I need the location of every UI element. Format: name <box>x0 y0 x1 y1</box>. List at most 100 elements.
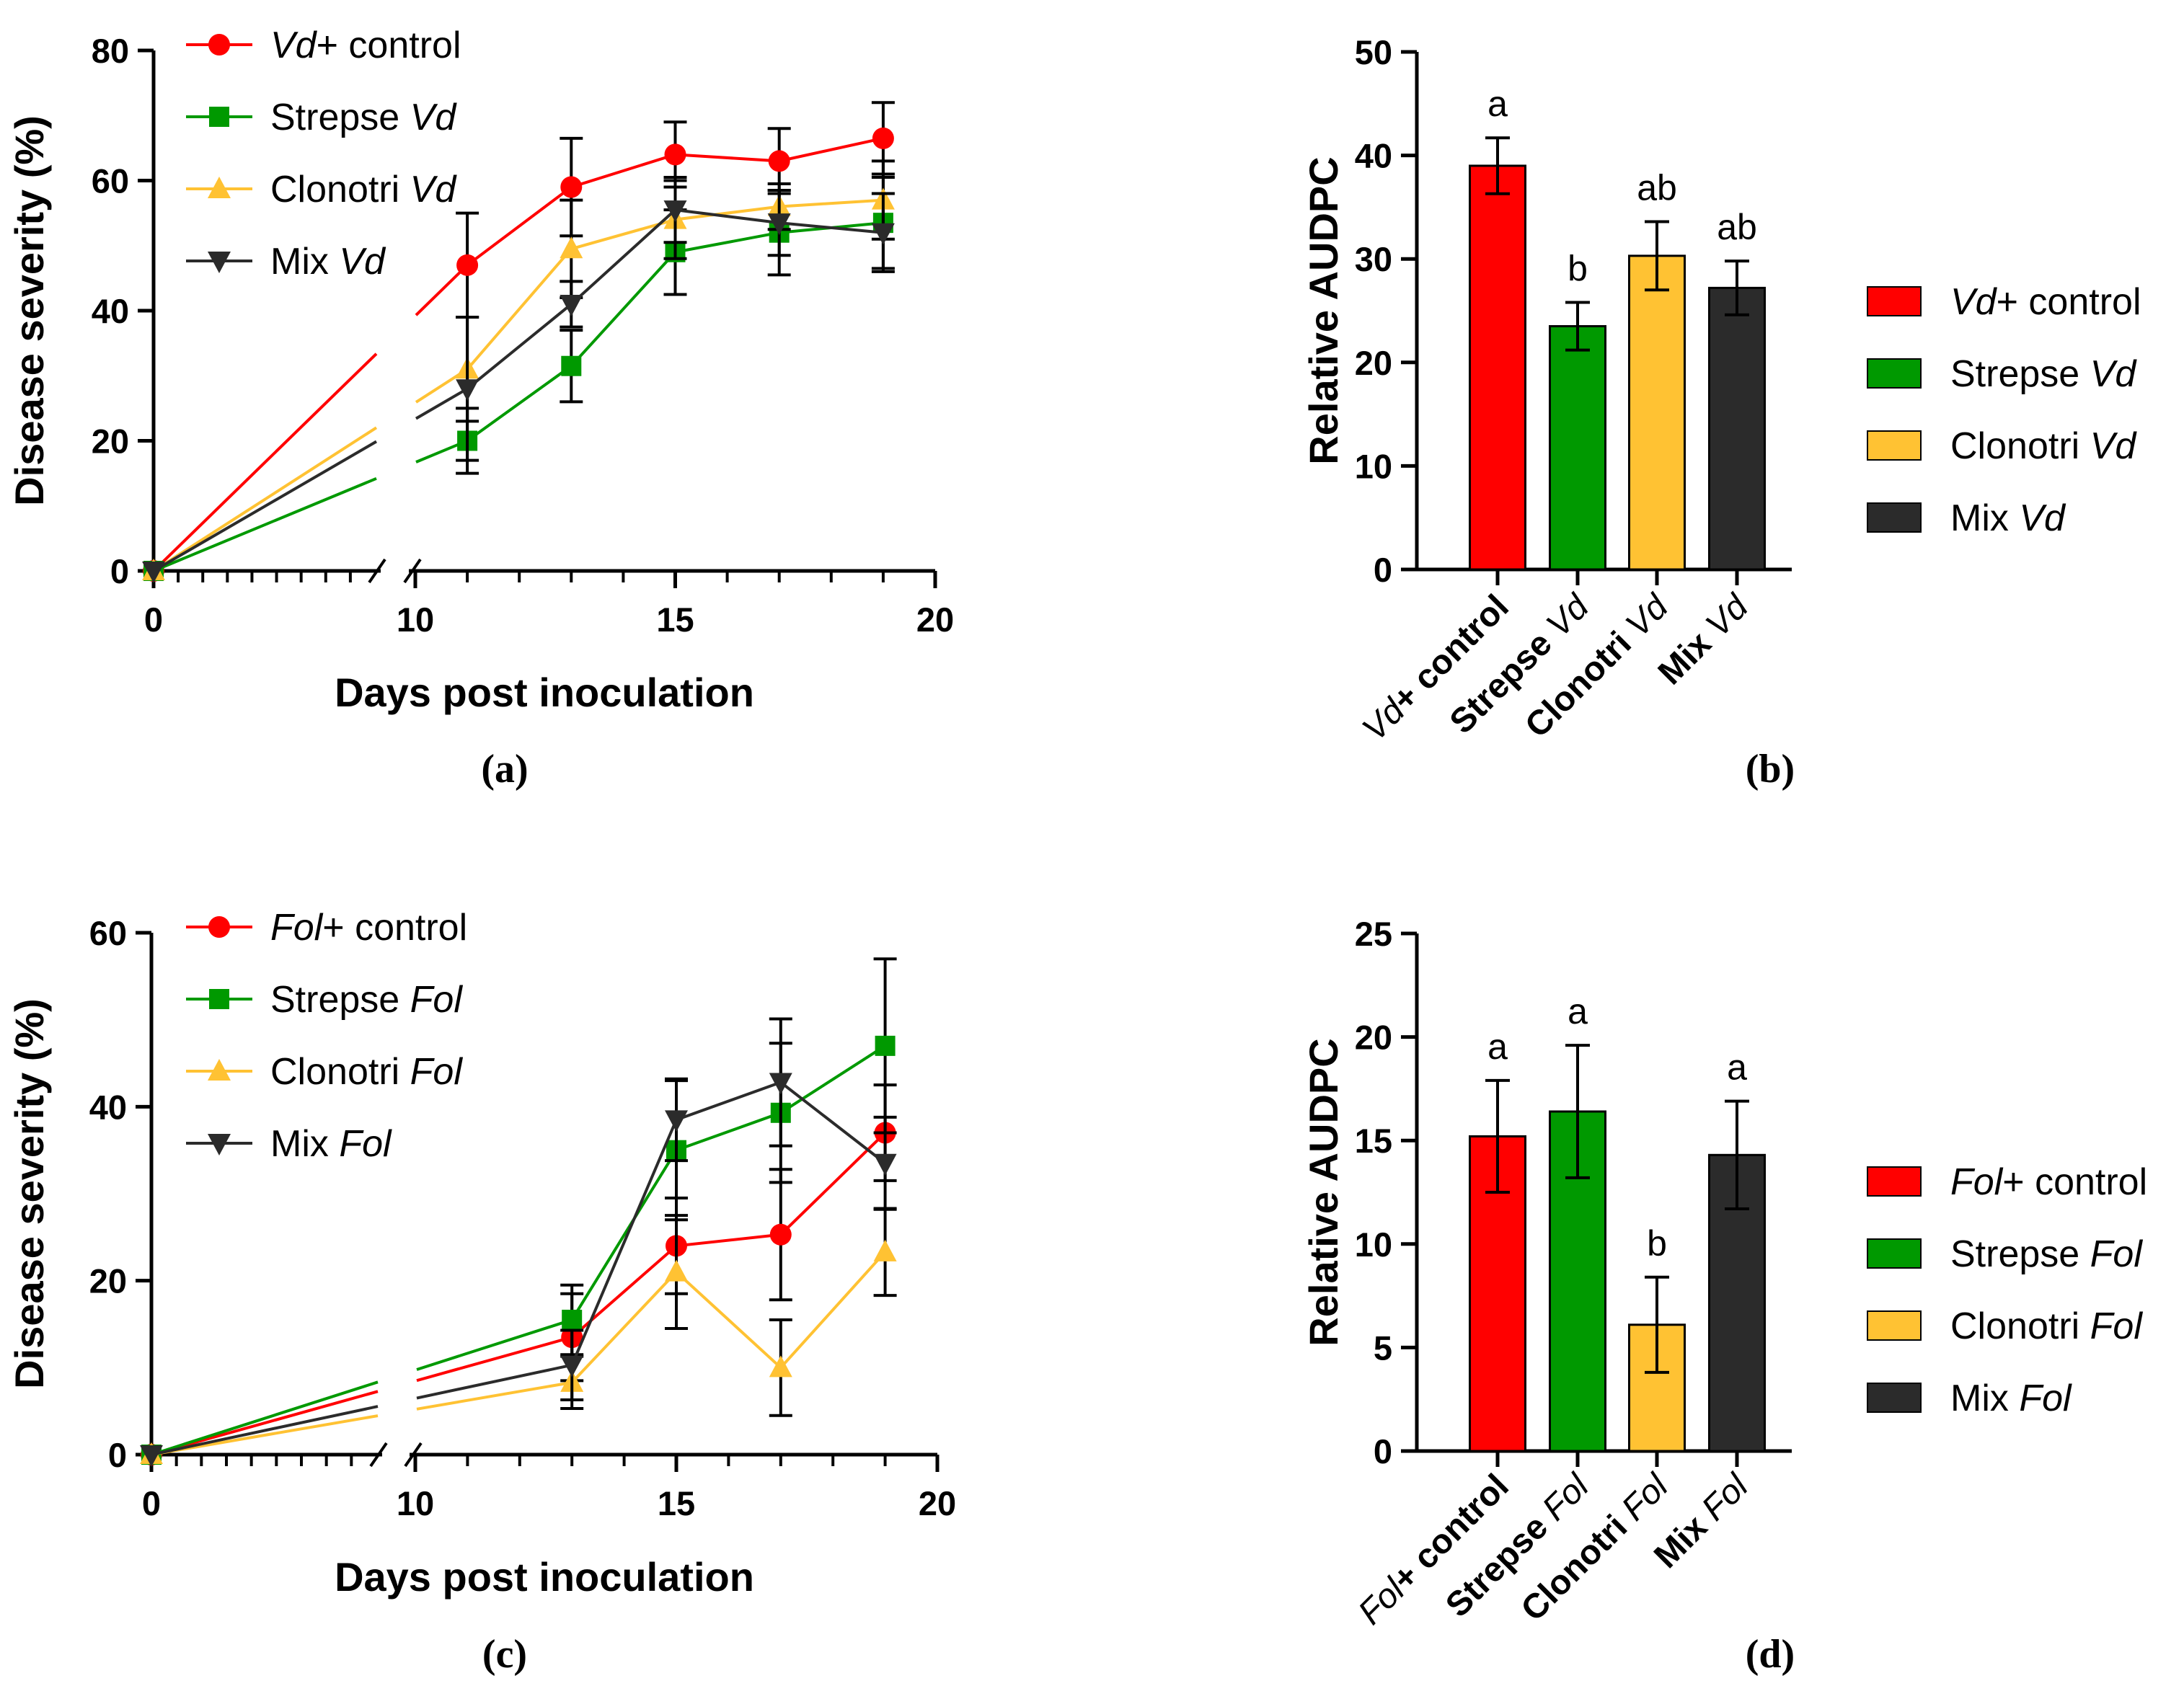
x-tick-label: 15 <box>656 600 694 639</box>
series-fol-control <box>141 1083 897 1465</box>
y-tick-label: 25 <box>1355 915 1392 953</box>
legend-label: Strepse Fol <box>1950 1233 2143 1275</box>
legend-plain: Mix <box>270 1123 339 1165</box>
legend-plain: + control <box>1997 281 2141 323</box>
legend-label: Clonotri Vd <box>1950 425 2137 467</box>
legend-marker <box>208 177 231 198</box>
legend-label: Mix Fol <box>270 1123 392 1165</box>
data-point <box>560 1355 584 1378</box>
panel-label: (b) <box>1746 747 1795 791</box>
legend-swatch <box>1867 1383 1922 1413</box>
y-tick-label: 20 <box>92 422 129 461</box>
series-line-segment <box>151 1380 379 1456</box>
y-tick-label: 10 <box>1355 447 1392 485</box>
series-line <box>570 1081 886 1366</box>
series-strepse-vd <box>143 175 895 581</box>
legend-marker <box>208 1059 231 1081</box>
series-line-segment <box>152 352 378 572</box>
y-tick-label: 0 <box>110 552 129 590</box>
legend-plain: + control <box>2002 1161 2147 1203</box>
y-tick-label: 30 <box>1355 240 1392 278</box>
legend-entry: Mix Vd <box>186 241 386 283</box>
x-tick-label: 10 <box>397 600 434 639</box>
legend-italic: Vd <box>339 241 386 283</box>
legend-italic: Fol <box>2019 1378 2072 1419</box>
data-point <box>142 562 165 583</box>
series-line-segment <box>152 426 378 572</box>
legend-label: Fol+ control <box>270 907 467 949</box>
series-strepse-fol <box>141 957 897 1465</box>
legend-italic: Fol <box>410 1051 464 1093</box>
y-axis-title: Relative AUDPC <box>1301 156 1346 464</box>
legend-italic: Fol <box>410 979 464 1021</box>
legend-entry: Strepse Fol <box>186 979 463 1021</box>
legend-entry: Clonotri Fol <box>1867 1305 2143 1347</box>
legend-italic: Vd <box>1950 281 1998 323</box>
legend-swatch <box>1867 1166 1922 1197</box>
legend-label: Fol+ control <box>1950 1161 2147 1203</box>
legend-entry: Fol+ control <box>1867 1161 2147 1203</box>
data-point <box>767 213 791 236</box>
legend-label: Strepse Fol <box>270 979 463 1021</box>
data-point <box>665 1110 688 1132</box>
legend-entry: Strepse Vd <box>186 97 457 138</box>
legend-label: Mix Vd <box>270 241 386 283</box>
legend-plain: Strepse <box>270 979 410 1021</box>
legend-label: Strepse Vd <box>270 97 457 138</box>
axis-break-mark <box>369 1442 388 1468</box>
legend-italic: Vd <box>2090 353 2138 395</box>
legend-label: Mix Fol <box>1950 1378 2072 1419</box>
significance-letter: b <box>1647 1223 1667 1264</box>
y-tick-label: 20 <box>89 1262 127 1300</box>
data-point <box>664 143 686 166</box>
y-axis-title: Disease severity (%) <box>6 115 52 506</box>
legend-plain: Mix <box>1950 1378 2019 1419</box>
significance-letter: a <box>1727 1047 1747 1088</box>
legend-entry: Mix Fol <box>1867 1378 2072 1419</box>
legend-italic: Vd <box>410 97 458 138</box>
legend-marker <box>209 107 229 127</box>
y-tick-label: 10 <box>1355 1225 1392 1264</box>
legend-entry: Strepse Fol <box>1867 1233 2143 1275</box>
data-point <box>873 1153 897 1176</box>
series-line-segment <box>416 1318 572 1371</box>
y-tick-label: 0 <box>108 1436 127 1474</box>
legend-italic: Vd <box>2019 497 2066 539</box>
series-line-segment <box>416 1363 572 1400</box>
y-axis-title: Relative AUDPC <box>1301 1038 1346 1346</box>
x-tick-label: 20 <box>916 600 954 639</box>
series-line-segment <box>151 1390 379 1456</box>
y-tick-label: 80 <box>92 32 129 70</box>
legend-entry: Fol+ control <box>186 907 467 949</box>
series-line <box>570 1044 886 1321</box>
legend-italic: Fol <box>339 1123 392 1165</box>
y-tick-label: 0 <box>1374 1432 1392 1470</box>
axis-break-mark <box>368 558 386 584</box>
panel-label: (a) <box>481 747 528 791</box>
data-point <box>560 294 583 316</box>
data-point <box>769 1073 792 1095</box>
series-line-segment <box>151 1405 379 1456</box>
y-tick-label: 40 <box>92 292 129 330</box>
legend-italic: Vd <box>410 169 458 210</box>
significance-letter: b <box>1568 249 1588 289</box>
y-tick-label: 5 <box>1374 1328 1392 1367</box>
significance-letter: a <box>1487 1026 1508 1067</box>
significance-letter: ab <box>1717 207 1757 247</box>
y-tick-label: 15 <box>1355 1122 1392 1160</box>
legend-plain: Mix <box>1950 497 2019 539</box>
legend-swatch <box>1867 358 1922 389</box>
y-tick-label: 20 <box>1355 1019 1392 1057</box>
legend-plain: Mix <box>270 241 339 283</box>
legend-entry: Mix Vd <box>1867 497 2066 539</box>
x-axis-title: Days post inoculation <box>335 1554 754 1600</box>
series-mix-fol <box>140 1017 897 1467</box>
series-vd-control <box>143 101 895 582</box>
y-tick-label: 60 <box>92 162 129 200</box>
legend-label: Clonotri Vd <box>270 169 457 210</box>
data-point <box>665 1259 688 1282</box>
legend-italic: Fol <box>1950 1161 2004 1203</box>
legend-plain: + control <box>322 907 467 949</box>
